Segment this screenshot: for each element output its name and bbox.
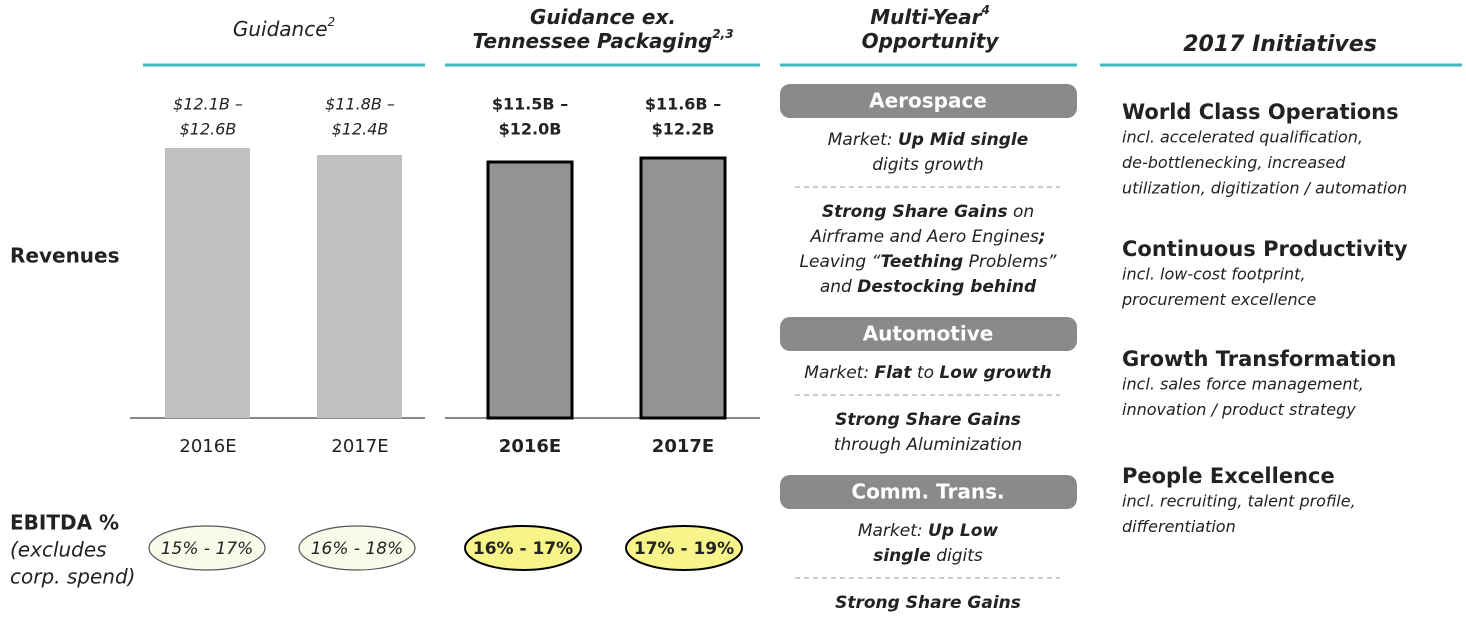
initiative-detail: procurement excellence [1121, 290, 1316, 309]
text-segment: Market: [858, 521, 928, 541]
header-text: Guidance ex. [530, 5, 676, 29]
text-segment: Problems” [963, 252, 1056, 272]
initiative-title: Growth Transformation [1122, 347, 1396, 371]
opportunity-line: through Aluminization [834, 435, 1022, 455]
opportunity-line: Market: Up Low [858, 521, 999, 541]
opportunity-line: Strong Share Gains [835, 593, 1021, 613]
initiative-detail: incl. sales force management, [1122, 375, 1364, 394]
opportunity-line: digits growth [872, 155, 983, 175]
ebitda-oval [298, 525, 416, 571]
text-segment: Strong Share Gains [835, 410, 1021, 430]
text-segment: Low growth [939, 363, 1051, 383]
year-label: 2017E [652, 436, 714, 457]
ebitda-range: 16% - 18% [311, 539, 404, 559]
text-segment: Flat [874, 363, 912, 383]
initiative-detail: incl. accelerated qualification, [1122, 128, 1363, 147]
text-segment: Airframe and Aero Engines [809, 227, 1039, 247]
opportunity-line: Market: Up Mid single [828, 130, 1029, 150]
bar-label: $12.1B – [173, 95, 243, 114]
text-segment: Market: [804, 363, 874, 383]
bar-label: $12.0B [499, 120, 562, 139]
text-segment: and [820, 277, 857, 297]
initiative-detail: utilization, digitization / automation [1122, 179, 1407, 198]
row-label: corp. spend) [10, 565, 135, 589]
header-sup: 4 [980, 3, 989, 17]
bar-label: $11.8B – [325, 95, 395, 114]
text-segment: Teething [880, 252, 963, 272]
initiative-detail: incl. low-cost footprint, [1122, 265, 1306, 284]
ebitda-oval [625, 525, 743, 571]
section-pill [780, 317, 1077, 351]
header-text: Multi-Year [870, 5, 982, 29]
text-segment: Up Mid single [898, 130, 1028, 150]
bar-label: $11.6B – [645, 95, 721, 114]
text-segment: to [912, 363, 940, 383]
text-segment: digits growth [872, 155, 983, 175]
section-pill [780, 84, 1077, 118]
ebitda-range: 16% - 17% [473, 539, 573, 559]
opportunity-line: and Destocking behind [820, 277, 1037, 297]
header-sup: 2,3 [712, 27, 733, 41]
row-label: Revenues [10, 244, 120, 268]
bar [165, 148, 250, 418]
column-header: Guidance ex. [530, 5, 676, 29]
column-header: Opportunity [862, 29, 1000, 53]
column-header: 2017 Initiatives [1183, 32, 1377, 57]
text-segment: Leaving “ [800, 252, 881, 272]
opportunity-line: Strong Share Gains on [822, 202, 1034, 222]
text-segment: Strong Share Gains [822, 202, 1008, 222]
section-pill [780, 475, 1077, 509]
column-header: Guidance2 [233, 15, 335, 41]
text-segment: ; [1038, 227, 1046, 247]
opportunity-line: single digits [873, 546, 983, 566]
row-label: EBITDA % [10, 511, 119, 535]
bar [486, 160, 574, 420]
bar-label: $11.5B – [492, 95, 568, 114]
initiative-detail: differentiation [1122, 517, 1236, 536]
text-segment: Up Low [928, 521, 998, 541]
opportunity-line: Leaving “Teething Problems” [800, 252, 1057, 272]
opportunity-line: Market: Flat to Low growth [804, 363, 1051, 383]
initiative-title: World Class Operations [1122, 100, 1399, 124]
section-title: Comm. Trans. [851, 480, 1004, 504]
header-text: 2017 Initiatives [1183, 32, 1377, 57]
header-sup: 2 [328, 15, 336, 29]
section-title: Automotive [863, 322, 994, 346]
header-text: Guidance [233, 17, 328, 41]
initiative-detail: de-bottlenecking, increased [1122, 153, 1346, 172]
text-segment: Strong Share Gains [835, 593, 1021, 613]
row-label: (excludes [10, 538, 107, 562]
year-label: 2017E [331, 436, 388, 457]
initiative-title: Continuous Productivity [1122, 237, 1408, 261]
year-label: 2016E [499, 436, 561, 457]
year-label: 2016E [179, 436, 236, 457]
opportunity-line: Strong Share Gains [835, 410, 1021, 430]
bar-label: $12.2B [652, 120, 715, 139]
text-segment: on [1008, 202, 1035, 222]
bar-label: $12.4B [332, 120, 389, 139]
text-segment: through Aluminization [834, 435, 1022, 455]
initiative-detail: incl. recruiting, talent profile, [1122, 492, 1356, 511]
bar [317, 155, 402, 418]
initiative-detail: innovation / product strategy [1122, 400, 1356, 419]
text-segment: single [873, 546, 931, 566]
ebitda-range: 15% - 17% [161, 539, 254, 559]
ebitda-range: 17% - 19% [634, 539, 734, 559]
initiative-title: People Excellence [1122, 464, 1335, 488]
bar [639, 156, 727, 420]
ebitda-oval [464, 525, 582, 571]
bar-label: $12.6B [180, 120, 237, 139]
column-header: Tennessee Packaging2,3 [472, 27, 733, 53]
column-header: Multi-Year4 [870, 3, 990, 29]
text-segment: Destocking behind [857, 277, 1037, 297]
header-text: Opportunity [862, 29, 1000, 53]
text-segment: digits [931, 546, 983, 566]
header-text: Tennessee Packaging [472, 29, 712, 53]
text-segment: Market: [828, 130, 898, 150]
opportunity-line: Airframe and Aero Engines; [809, 227, 1045, 247]
ebitda-oval [148, 525, 266, 571]
section-title: Aerospace [869, 89, 987, 113]
